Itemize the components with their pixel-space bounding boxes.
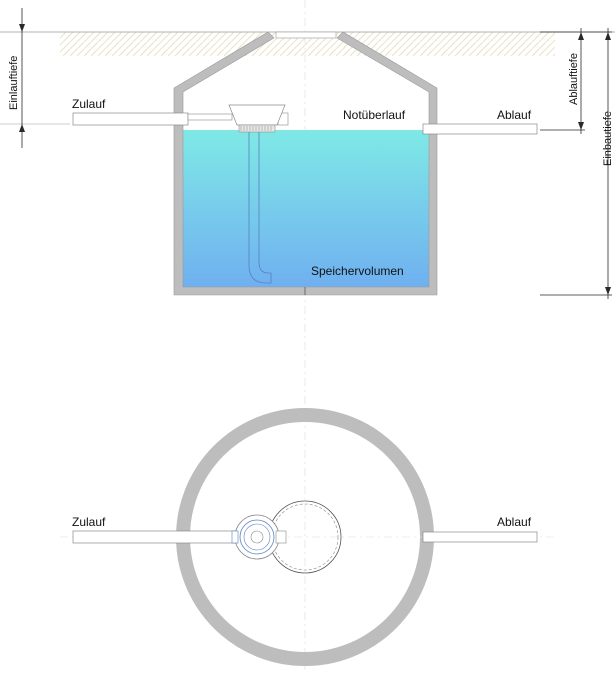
dimension-label-inlet-depth: Einlauftiefe <box>8 56 20 110</box>
dimension-inlet-depth <box>19 8 25 148</box>
label-emergency-overflow: Notüberlauf <box>343 108 406 122</box>
plan-view: Zulauf Ablauf <box>60 408 555 666</box>
label-storage-volume: Speichervolumen <box>311 264 404 278</box>
filter-unit <box>187 104 289 133</box>
plan-filter-unit <box>231 514 287 560</box>
inlet-pipe <box>72 112 189 126</box>
manhole-cover <box>275 31 337 39</box>
plan-inlet-pipe <box>72 530 244 544</box>
dimension-label-install-depth: Einbautiefe <box>602 111 614 166</box>
outlet-pipe <box>422 123 538 135</box>
label-outlet-section: Ablauf <box>497 108 532 122</box>
label-inlet-plan: Zulauf <box>72 515 106 529</box>
dimension-label-outlet-depth: Ablauftiefe <box>568 53 580 105</box>
dimension-install-depth <box>540 28 612 299</box>
plan-outlet-pipe <box>422 531 538 543</box>
label-outlet-plan: Ablauf <box>497 515 532 529</box>
water-volume <box>183 130 429 287</box>
dimension-outlet-depth <box>540 28 585 134</box>
tank-wall-outline <box>173 31 438 296</box>
calmed-inlet-pipe <box>248 132 272 284</box>
plan-manhole-inner <box>271 503 339 571</box>
label-inlet-section: Zulauf <box>72 97 106 111</box>
